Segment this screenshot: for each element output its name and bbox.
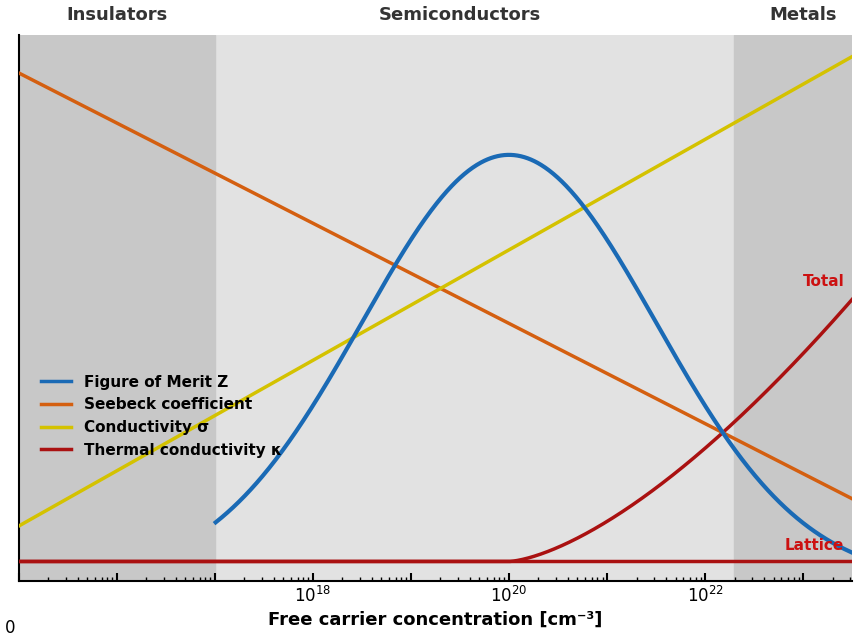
Text: Metals: Metals: [770, 6, 837, 24]
Text: Lattice: Lattice: [785, 538, 844, 553]
Text: Semiconductors: Semiconductors: [379, 6, 541, 24]
Legend: Figure of Merit Z, Seebeck coefficient, Conductivity σ, Thermal conductivity κ: Figure of Merit Z, Seebeck coefficient, …: [35, 369, 288, 464]
Text: 0: 0: [5, 619, 15, 637]
X-axis label: Free carrier concentration [cm⁻³]: Free carrier concentration [cm⁻³]: [268, 611, 603, 629]
Bar: [19, 35, 215, 580]
Text: Insulators: Insulators: [66, 6, 168, 24]
Text: Total: Total: [802, 273, 844, 289]
